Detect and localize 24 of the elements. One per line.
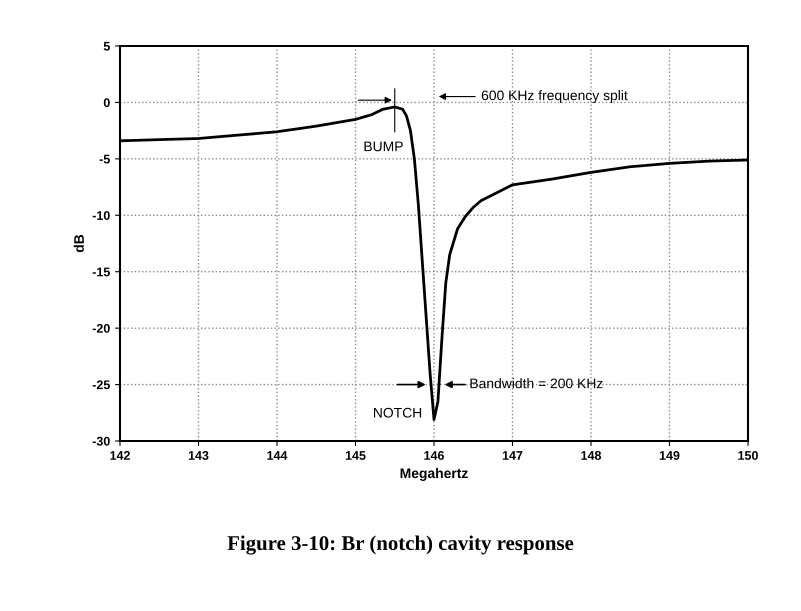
y-tick-label: -20	[92, 324, 110, 333]
x-tick-label: 148	[581, 451, 602, 460]
y-tick-label: -25	[92, 380, 110, 390]
x-tick-label: 149	[660, 451, 680, 460]
y-tick-label: 0	[104, 98, 110, 108]
y-tick-label: -15	[92, 268, 110, 276]
x-tick-label: 150	[738, 451, 758, 460]
y-axis-title: dB	[74, 234, 84, 252]
x-tick-label: 142	[110, 451, 130, 460]
x-tick-label: 144	[267, 451, 288, 460]
x-tick-label: 146	[424, 451, 444, 460]
y-tick-label: -10	[92, 211, 110, 220]
x-tick-label: 145	[346, 451, 366, 460]
y-tick-label: -30	[92, 436, 110, 446]
caption: Figure 3-10: Br (notch) cavity response	[228, 535, 574, 555]
annotation: Bandwidth = 200 KHz	[470, 378, 603, 388]
y-tick-label: 5	[104, 42, 110, 51]
x-tick-label: 147	[502, 451, 522, 460]
x-tick-label: 143	[188, 451, 208, 460]
annotation: BUMP	[364, 142, 403, 152]
annotation: NOTCH	[374, 408, 422, 418]
y-tick-label: -5	[100, 154, 110, 164]
annotation: 600 KHz frequency split	[482, 90, 628, 104]
x-axis-title: Megahertz	[400, 468, 468, 481]
